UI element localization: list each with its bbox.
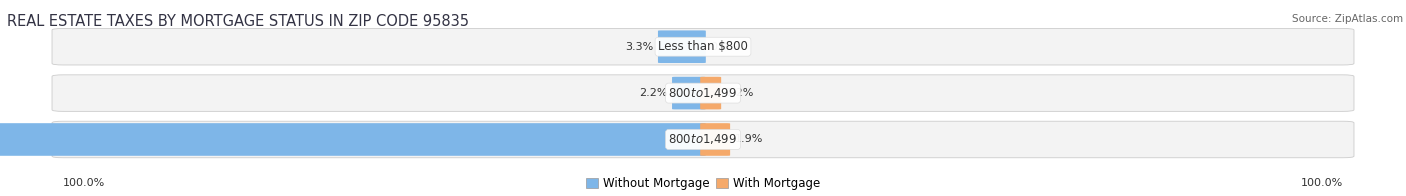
FancyBboxPatch shape	[52, 121, 1354, 158]
Legend: Without Mortgage, With Mortgage: Without Mortgage, With Mortgage	[586, 177, 820, 190]
Text: 100.0%: 100.0%	[63, 178, 105, 188]
FancyBboxPatch shape	[52, 75, 1354, 111]
FancyBboxPatch shape	[700, 77, 721, 109]
Text: $800 to $1,499: $800 to $1,499	[668, 86, 738, 100]
Text: 0.0%: 0.0%	[710, 42, 738, 52]
FancyBboxPatch shape	[672, 77, 706, 109]
Text: 1.9%: 1.9%	[734, 134, 762, 144]
FancyBboxPatch shape	[658, 30, 706, 63]
Text: 3.3%: 3.3%	[626, 42, 654, 52]
Text: Source: ZipAtlas.com: Source: ZipAtlas.com	[1292, 14, 1403, 24]
Text: $800 to $1,499: $800 to $1,499	[668, 132, 738, 146]
Text: Less than $800: Less than $800	[658, 40, 748, 53]
FancyBboxPatch shape	[0, 123, 706, 156]
Text: 100.0%: 100.0%	[1301, 178, 1343, 188]
FancyBboxPatch shape	[700, 123, 730, 156]
Text: REAL ESTATE TAXES BY MORTGAGE STATUS IN ZIP CODE 95835: REAL ESTATE TAXES BY MORTGAGE STATUS IN …	[7, 14, 470, 29]
FancyBboxPatch shape	[52, 28, 1354, 65]
Text: 2.2%: 2.2%	[640, 88, 668, 98]
Text: 1.2%: 1.2%	[725, 88, 754, 98]
